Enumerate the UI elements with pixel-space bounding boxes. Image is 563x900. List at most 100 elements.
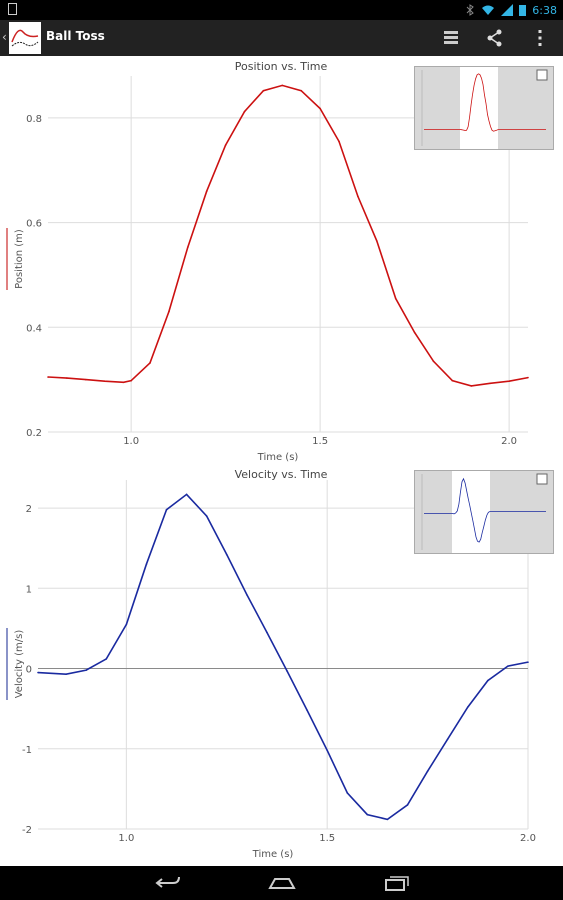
x-axis-label: Time (s) (252, 849, 294, 860)
data-point (185, 493, 188, 496)
data-point (105, 658, 108, 660)
bluetooth-icon (466, 4, 475, 16)
data-point (300, 89, 303, 92)
data-point (376, 240, 378, 242)
chart-title: Position vs. Time (235, 60, 328, 73)
app-title: Ball Toss (46, 29, 105, 43)
thumbnail-trace (424, 477, 546, 543)
y-tick-label: 2 (26, 504, 32, 515)
data-point (85, 669, 87, 671)
velocity-chart-svg: 1.0 1.5 2.0 -2 -1 0 1 2 Velocity vs. Time Time (s… (6, 468, 536, 860)
y-axis-label: Velocity (m/s) (14, 630, 25, 699)
data-point (47, 376, 49, 378)
expand-icon (536, 69, 548, 81)
status-icons: 6:38 (465, 2, 557, 18)
data-point (103, 380, 106, 383)
data-point (394, 297, 397, 300)
data-point (432, 360, 435, 363)
data-point (149, 362, 151, 364)
expand-icon (536, 473, 548, 485)
data-point (357, 195, 359, 198)
status-bar: 6:38 (0, 0, 563, 20)
data-point (527, 376, 529, 379)
x-tick-label: 2.0 (501, 436, 517, 447)
wifi-icon (482, 5, 495, 15)
y-tick-label: 1 (26, 584, 32, 595)
x-tick-label: 1.5 (312, 436, 328, 447)
data-point (446, 738, 449, 740)
y-tick-label: 0.6 (26, 219, 42, 230)
x-tick-label: 1.0 (118, 833, 134, 844)
share-icon (487, 29, 502, 47)
data-point (426, 770, 429, 773)
position-overview-thumbnail[interactable] (414, 66, 554, 150)
x-tick-label: 1.0 (123, 436, 139, 447)
data-point (451, 379, 454, 382)
expand-icon-corner (540, 69, 548, 77)
data-point (489, 382, 492, 385)
data-point (145, 563, 148, 566)
overflow-menu-icon (538, 30, 542, 46)
data-point (286, 670, 288, 672)
data-point (406, 804, 409, 806)
data-point (262, 89, 265, 92)
view-menu-icon (444, 31, 458, 44)
data-point (122, 381, 125, 384)
data-point (168, 310, 170, 313)
back-button[interactable] (153, 872, 183, 894)
y-tick-label: 0 (26, 665, 32, 676)
battery-icon (519, 5, 527, 16)
data-point (130, 379, 132, 382)
position-overview-svg (414, 66, 554, 150)
data-point (205, 515, 208, 517)
x-tick-label: 2.0 (520, 833, 536, 844)
velocity-overview-thumbnail[interactable] (414, 470, 554, 554)
data-point (466, 706, 469, 708)
data-point (470, 385, 473, 387)
data-point (266, 631, 268, 634)
data-point (338, 140, 340, 143)
thumbnail-viewport (460, 67, 498, 149)
navigation-bar (0, 866, 563, 900)
data-point (84, 378, 87, 381)
position-chart[interactable]: 1.0 1.5 2.0 0.2 0.4 0.6 0.8 Position vs. Time Ti… (0, 56, 563, 464)
y-axis-label: Position (m) (14, 229, 25, 289)
overflow-menu-button[interactable] (528, 26, 552, 50)
data-point (326, 749, 328, 752)
velocity-overview-svg (414, 470, 554, 554)
thumbnail-trace (424, 73, 546, 132)
x-axis-label: Time (s) (257, 452, 299, 463)
data-point (205, 190, 208, 192)
data-point (319, 107, 321, 110)
data-point (224, 144, 227, 146)
data-point (65, 673, 67, 675)
home-icon (268, 878, 296, 889)
app-icon[interactable] (9, 22, 41, 54)
data-point (386, 818, 389, 821)
signal-icon (501, 4, 514, 16)
position-chart-svg: 1.0 1.5 2.0 0.2 0.4 0.6 0.8 Position vs. Time Ti… (6, 60, 529, 463)
y-tick-label: 0.8 (26, 114, 42, 125)
up-caret-icon[interactable]: ‹ (2, 30, 7, 44)
data-point (66, 377, 68, 379)
recent-apps-icon (385, 876, 409, 891)
y-tick-label: 0.2 (26, 428, 42, 439)
home-button[interactable] (267, 872, 297, 894)
y-tick-label: -2 (22, 825, 32, 836)
recent-apps-button[interactable] (382, 872, 412, 894)
data-point (527, 661, 529, 663)
data-point (487, 679, 489, 682)
data-point (243, 110, 246, 113)
share-button[interactable] (483, 26, 507, 50)
view-menu-button[interactable] (439, 26, 463, 50)
y-tick-label: -1 (22, 745, 32, 756)
back-icon (155, 876, 180, 888)
action-bar: ‹ Ball Toss (0, 20, 563, 56)
data-point (125, 623, 128, 626)
data-point (281, 84, 284, 87)
data-point (306, 709, 308, 712)
data-point (507, 665, 509, 667)
y-tick-label: 0.4 (26, 323, 42, 334)
velocity-chart[interactable]: 1.0 1.5 2.0 -2 -1 0 1 2 Velocity vs. Time Time (s… (0, 464, 563, 866)
data-point (246, 593, 248, 596)
